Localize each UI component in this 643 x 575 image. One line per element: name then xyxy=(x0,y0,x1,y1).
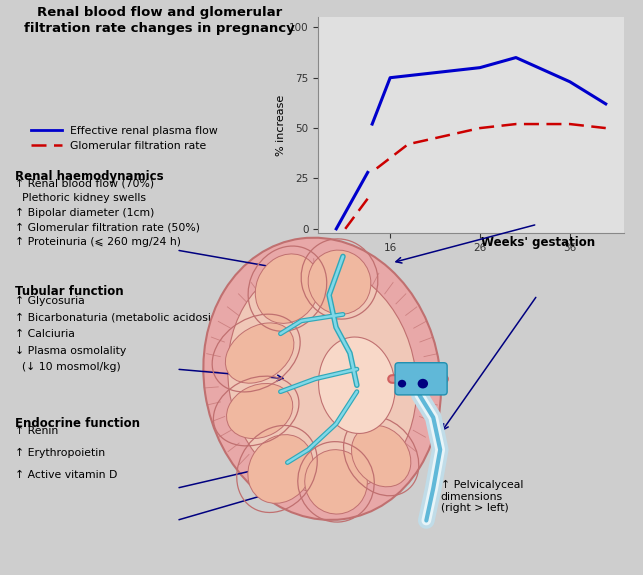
Circle shape xyxy=(398,380,406,388)
Ellipse shape xyxy=(305,450,367,514)
Text: ↑ Bipolar diameter (1cm): ↑ Bipolar diameter (1cm) xyxy=(15,208,154,218)
Text: (↓ 10 mosmol/kg): (↓ 10 mosmol/kg) xyxy=(15,362,121,373)
Text: ↑ Calciuria: ↑ Calciuria xyxy=(15,329,75,339)
Ellipse shape xyxy=(248,435,313,503)
Text: Tubular function: Tubular function xyxy=(15,285,123,298)
Ellipse shape xyxy=(226,384,293,439)
Text: Endocrine function: Endocrine function xyxy=(15,417,140,430)
Text: Weeks' gestation: Weeks' gestation xyxy=(481,236,595,250)
Text: Plethoric kidney swells: Plethoric kidney swells xyxy=(15,193,146,204)
Text: ↑ Proteinuria (⩽ 260 mg/24 h): ↑ Proteinuria (⩽ 260 mg/24 h) xyxy=(15,237,181,247)
Ellipse shape xyxy=(352,426,411,487)
Legend: Effective renal plasma flow, Glomerular filtration rate: Effective renal plasma flow, Glomerular … xyxy=(27,121,222,156)
Text: ↑ Renal blood flow (70%): ↑ Renal blood flow (70%) xyxy=(15,179,154,189)
Y-axis label: % increase: % increase xyxy=(276,94,286,156)
Text: ↓ Plasma osmolality: ↓ Plasma osmolality xyxy=(15,346,126,356)
Text: ↑ Bicarbonaturia (metabolic acidosis): ↑ Bicarbonaturia (metabolic acidosis) xyxy=(15,312,221,322)
Text: ↑ Glycosuria: ↑ Glycosuria xyxy=(15,296,85,306)
Text: Renal haemodynamics: Renal haemodynamics xyxy=(15,170,163,183)
Text: ↑ Glomerular filtration rate (50%): ↑ Glomerular filtration rate (50%) xyxy=(15,223,200,233)
Circle shape xyxy=(418,379,428,389)
Text: Renal blood flow and glomerular
filtration rate changes in pregnancy: Renal blood flow and glomerular filtrati… xyxy=(24,6,294,34)
Text: ↑ Pelvicalyceal
dimensions
(right > left): ↑ Pelvicalyceal dimensions (right > left… xyxy=(440,480,523,513)
Ellipse shape xyxy=(203,237,441,520)
Text: ↑ Renin: ↑ Renin xyxy=(15,426,59,436)
FancyBboxPatch shape xyxy=(395,363,447,395)
Ellipse shape xyxy=(318,337,395,434)
Ellipse shape xyxy=(255,254,320,323)
Ellipse shape xyxy=(225,323,294,383)
Text: ↑ Active vitamin D: ↑ Active vitamin D xyxy=(15,470,118,481)
Ellipse shape xyxy=(228,263,417,494)
Text: ↑ Erythropoietin: ↑ Erythropoietin xyxy=(15,448,105,458)
Ellipse shape xyxy=(308,250,371,315)
